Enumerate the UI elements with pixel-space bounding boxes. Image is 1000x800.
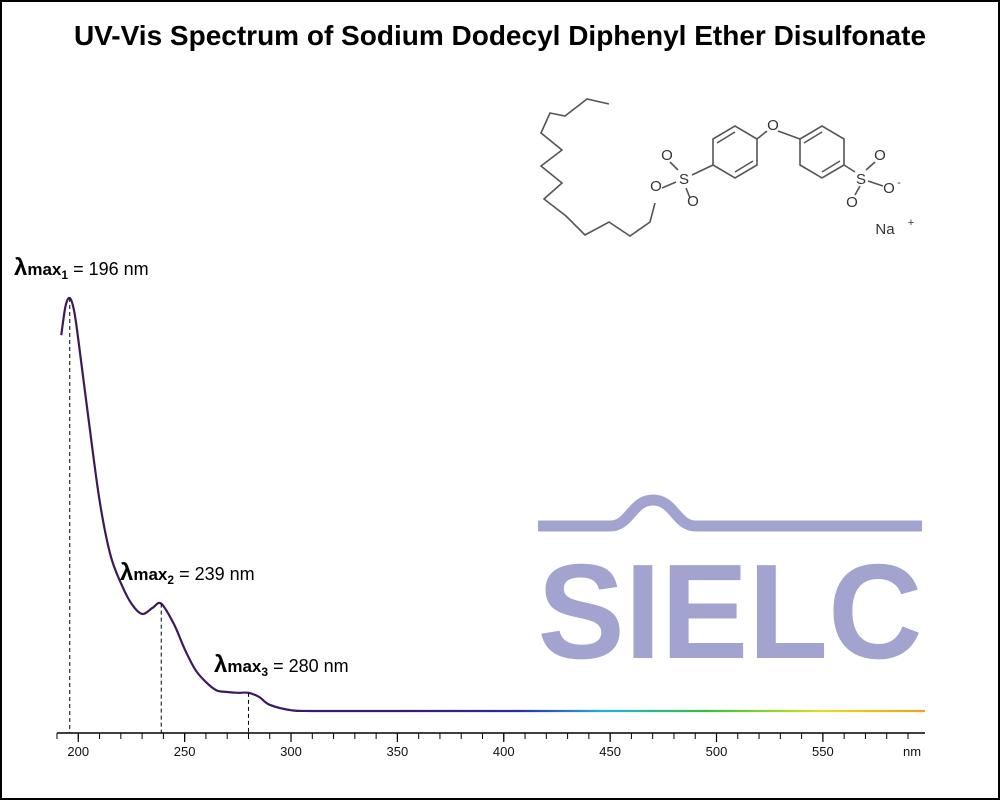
x-axis-label: nm [903,744,921,759]
x-tick-label: 400 [493,744,515,759]
x-tick-label: 250 [174,744,196,759]
x-tick-label: 350 [387,744,409,759]
bond [734,160,754,173]
atom-label: Na [875,221,895,238]
index: 3 [261,665,268,679]
lambda: λ [120,559,133,586]
spectrum-line [60,296,925,713]
chain [539,98,656,237]
atom-label: + [908,217,914,229]
atom-label: O [846,194,858,211]
peak-label: λmax1 = 196 nm [14,254,149,282]
max: max [133,565,168,584]
atom-label: S [856,171,866,188]
max: max [27,260,62,279]
chart-title: UV-Vis Spectrum of Sodium Dodecyl Diphen… [74,20,926,51]
bond [803,131,823,144]
max: max [227,657,262,676]
atom-label: O [661,147,673,164]
atom-label: O [687,193,699,210]
index: 1 [61,268,68,282]
logo: SIELC [538,494,923,687]
x-tick-label: 200 [67,744,89,759]
bond [669,161,679,171]
bond [854,185,861,196]
atom-label: - [897,177,901,189]
bond [843,164,856,173]
bond [716,131,736,144]
structure [539,98,884,237]
index: 2 [167,573,174,587]
lambda: λ [14,254,27,281]
bond [685,187,691,199]
lambda: λ [214,651,227,678]
logo-text: SIELC [538,536,923,687]
bond [865,161,876,171]
peak-label: λmax2 = 239 nm [120,559,255,587]
atom-label: O [883,180,895,197]
x-tick-label: 500 [706,744,728,759]
atom-label: O [650,178,662,195]
peak-label: λmax3 = 280 nm [214,651,349,679]
atom-label: O [874,147,886,164]
peak-value: = 280 nm [268,656,349,676]
bond [777,130,801,140]
bond [821,160,841,173]
x-tick-label: 300 [280,744,302,759]
bond [691,164,714,176]
atom-label: O [767,117,779,134]
peak-value: = 196 nm [68,259,149,279]
x-tick-label: 450 [599,744,621,759]
bond [867,180,884,187]
x-tick-label: 550 [812,744,834,759]
logo-arc [538,494,922,532]
bond [756,130,768,140]
atom-label: S [679,171,689,188]
bond [661,181,677,189]
peak-value: = 239 nm [174,564,255,584]
